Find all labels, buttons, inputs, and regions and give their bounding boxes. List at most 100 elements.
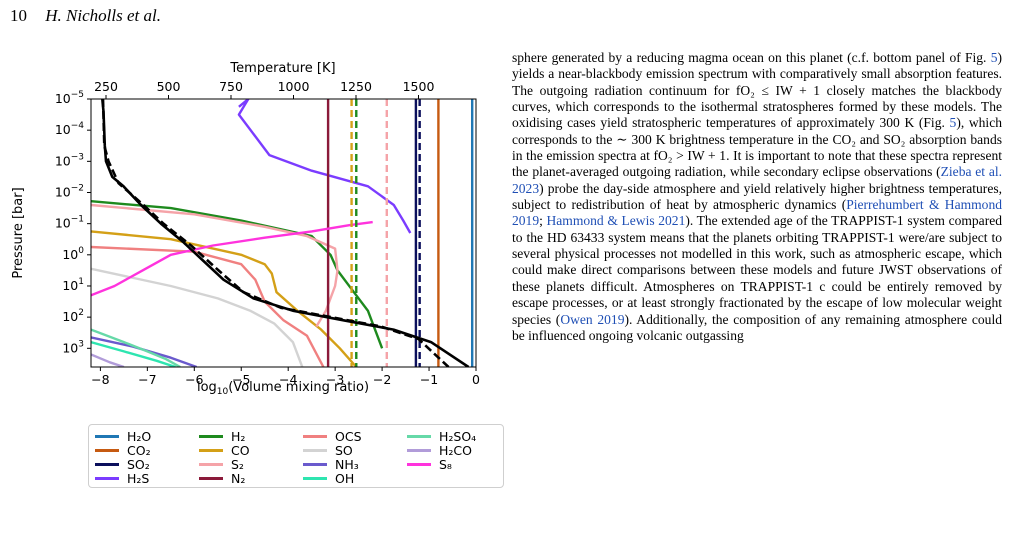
legend-item: SO: [303, 442, 407, 458]
legend-label: H₂: [231, 428, 246, 444]
series-h2co: [91, 353, 125, 367]
y-tick-label: 10−5: [55, 90, 84, 106]
legend-swatch: [303, 476, 327, 480]
running-header: 10 H. Nicholls et al.: [10, 6, 161, 26]
citation-link[interactable]: Pierrehumbert & Hammond 2019: [512, 197, 1002, 229]
legend-item: H₂O: [95, 428, 199, 444]
legend-swatch: [95, 476, 119, 480]
y-tick-label: 10−2: [55, 183, 84, 199]
text-run: ), which corresponds to the ∼ 300 K brig…: [512, 115, 1002, 180]
text-run: ;: [539, 213, 547, 229]
citation-link[interactable]: Hammond & Lewis 2021: [546, 213, 686, 229]
x-tick-label: −6: [185, 372, 203, 387]
legend-item: S₂: [199, 456, 303, 472]
series-s2: [91, 203, 339, 328]
series-s8: [91, 220, 373, 297]
y-tick-label: 10−4: [55, 121, 84, 137]
top-tick-label: 1000: [278, 79, 310, 94]
x-tick-label: −1: [420, 372, 438, 387]
mixing-ratio-figure: −8 −7 −6 −5 −4 −3 −2 −1 0 250 500 750 1000 1250 1500 10…: [11, 61, 480, 397]
top-tick-label: 500: [157, 79, 181, 94]
series-so: [91, 267, 304, 367]
axes-layer: −8 −7 −6 −5 −4 −3 −2 −1 0 250 500 750 1000 1250 1500 10…: [55, 79, 480, 387]
x-tick-label: −3: [326, 372, 344, 387]
legend-label: OH: [335, 470, 355, 486]
legend-label: OCS: [335, 428, 362, 444]
y-tick-label: 101: [62, 277, 84, 293]
plot-frame: [90, 98, 477, 368]
y-tick-label: 102: [62, 308, 84, 324]
legend-label: S₂: [231, 456, 244, 472]
legend-swatch: [303, 462, 327, 466]
legend-item: CO₂: [95, 442, 199, 458]
temperature-profile-dashed: [101, 99, 450, 367]
top-tick-label: 250: [94, 79, 118, 94]
x-tick-label: −2: [373, 372, 391, 387]
legend-swatch: [199, 476, 223, 480]
y-tick-label: 10−1: [55, 215, 84, 231]
legend-label: CO: [231, 442, 250, 458]
x-tick-label: −5: [232, 372, 250, 387]
temperature-layer: [101, 99, 470, 367]
authors: H. Nicholls et al.: [45, 6, 161, 25]
y-tick-label: 103: [62, 339, 84, 355]
legend-swatch: [303, 448, 327, 452]
page-number: 10: [10, 6, 27, 25]
y-tick-label: 100: [62, 246, 84, 262]
top-tick-label: 1500: [403, 79, 435, 94]
top-tick-label: 1250: [340, 79, 372, 94]
citation-link[interactable]: Owen 2019: [560, 311, 625, 327]
paragraph: sphere generated by a reducing magma oce…: [512, 50, 1002, 344]
legend-swatch: [407, 462, 431, 466]
legend-label: SO₂: [127, 456, 150, 472]
series-oh: [91, 340, 176, 367]
x-tick-label: −8: [91, 372, 109, 387]
y-axis-label: Pressure [bar]: [11, 187, 26, 278]
x-axis-label: log10(Volume mixing ratio): [197, 380, 369, 397]
legend-item: OCS: [303, 428, 407, 444]
legend-label: S₈: [439, 456, 452, 472]
x-tick-label: −4: [279, 372, 297, 387]
legend-swatch: [95, 448, 119, 452]
legend-label: H₂CO: [439, 442, 472, 458]
text-run: ). Additionally, the composition of any …: [512, 311, 1002, 343]
legend-item: OH: [303, 470, 407, 486]
legend-label: CO₂: [127, 442, 151, 458]
temperature-profile-solid: [101, 99, 470, 367]
legend: H₂O CO₂ SO₂ H₂S H₂ CO S₂ N₂ OCS SO NH₃ OH H₂SO₄ H₂CO S…: [88, 424, 504, 488]
figure-ref-link[interactable]: 5: [990, 50, 998, 65]
series-h2s: [237, 99, 412, 234]
legend-item: SO₂: [95, 456, 199, 472]
top-axis-label: Temperature [K]: [229, 61, 335, 76]
legend-label: H₂SO₄: [439, 428, 477, 444]
legend-swatch: [407, 434, 431, 438]
legend-item: H₂S: [95, 471, 199, 486]
legend-item: S₈: [407, 456, 511, 472]
legend-swatch: [199, 434, 223, 438]
series-ocs: [91, 245, 325, 367]
x-tick-label: 0: [472, 372, 480, 387]
legend-swatch: [199, 462, 223, 466]
legend-item: H₂SO₄: [407, 428, 511, 444]
citation-link[interactable]: Zieba et al. 2023: [512, 164, 1002, 196]
figure-ref-link[interactable]: 5: [949, 115, 957, 131]
top-tick-label: 750: [219, 79, 243, 94]
text-run: ). The extended age of the TRAPPIST-1 sy…: [512, 213, 1002, 327]
x-tick-label: −7: [138, 372, 156, 387]
legend-item: NH₃: [303, 456, 407, 472]
legend-swatch: [95, 434, 119, 438]
legend-swatch: [199, 448, 223, 452]
series-layer: [91, 99, 474, 367]
y-tick-label: 10−3: [55, 152, 84, 168]
text-run: ) yields a near-blackbody emission spect…: [512, 50, 1002, 131]
legend-item: N₂: [199, 470, 303, 486]
legend-label: H₂O: [127, 428, 152, 444]
legend-label: SO: [335, 442, 353, 458]
legend-swatch: [95, 462, 119, 466]
legend-label: N₂: [231, 470, 246, 486]
legend-item: H₂: [199, 428, 303, 444]
legend-swatch: [407, 448, 431, 452]
body-text: sphere generated by a reducing magma oce…: [512, 50, 1002, 344]
legend-label: NH₃: [335, 456, 359, 472]
series-nh3: [91, 336, 198, 367]
